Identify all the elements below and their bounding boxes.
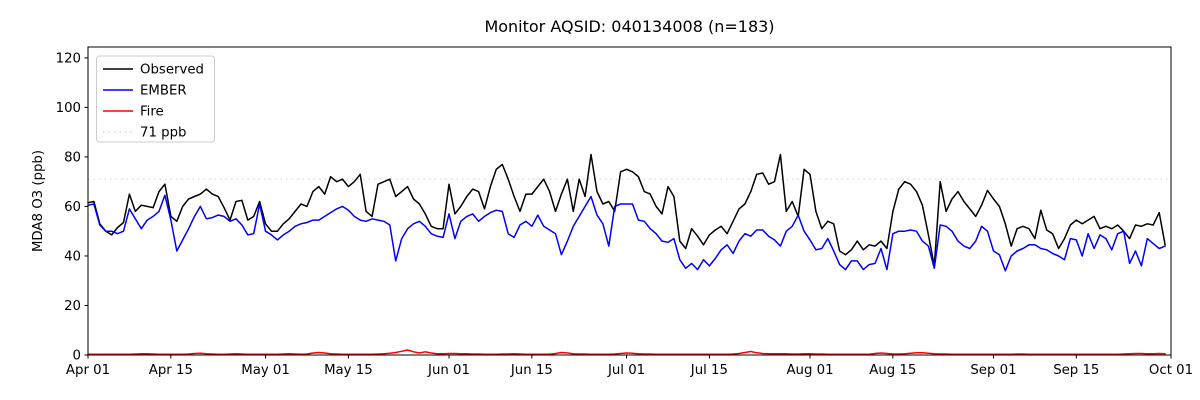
series-line-observed [87, 153, 1166, 267]
y-tick-label: 60 [64, 200, 81, 215]
x-tick-label: Jul 01 [607, 363, 645, 378]
legend-label-fire: Fire [140, 105, 164, 120]
x-tick-label: May 01 [241, 363, 290, 378]
y-tick-label: 20 [64, 299, 81, 314]
x-tick-label: May 15 [324, 363, 373, 378]
x-tick-label: Apr 15 [149, 363, 193, 378]
x-tick-label: Jun 15 [510, 363, 553, 378]
x-tick-label: Jun 01 [427, 363, 470, 378]
legend-label-71-ppb: 71 ppb [140, 126, 186, 141]
x-tick-label: Jul 15 [690, 363, 728, 378]
x-tick-label: Oct 01 [1149, 363, 1193, 378]
y-tick-label: 100 [56, 101, 81, 116]
chart-title: Monitor AQSID: 040134008 (n=183) [484, 17, 774, 36]
y-tick-label: 80 [64, 150, 81, 165]
y-axis-label: MDA8 O3 (ppb) [31, 150, 46, 252]
legend-label-observed: Observed [140, 63, 204, 78]
series-line-ember [87, 194, 1166, 272]
x-tick-label: Sep 01 [970, 363, 1016, 378]
x-tick-label: Apr 01 [66, 363, 110, 378]
legend: Observed EMBER Fire 71 ppb [96, 55, 215, 143]
x-tick-label: Aug 01 [786, 363, 833, 378]
plot-area [87, 153, 1171, 356]
axes: 0 20 40 60 80 100 120 Apr 01 Apr 15 May 01 May 15 J… [56, 46, 1193, 378]
y-tick-label: 0 [73, 349, 81, 364]
plot-frame [87, 46, 1172, 356]
legend-box [96, 55, 215, 143]
y-tick-label: 120 [56, 51, 81, 66]
legend-label-ember: EMBER [140, 84, 187, 99]
x-tick-label: Sep 15 [1053, 363, 1099, 378]
x-tick-label: Aug 15 [869, 363, 916, 378]
y-tick-label: 40 [64, 249, 81, 264]
series-line-fire [87, 349, 1166, 356]
